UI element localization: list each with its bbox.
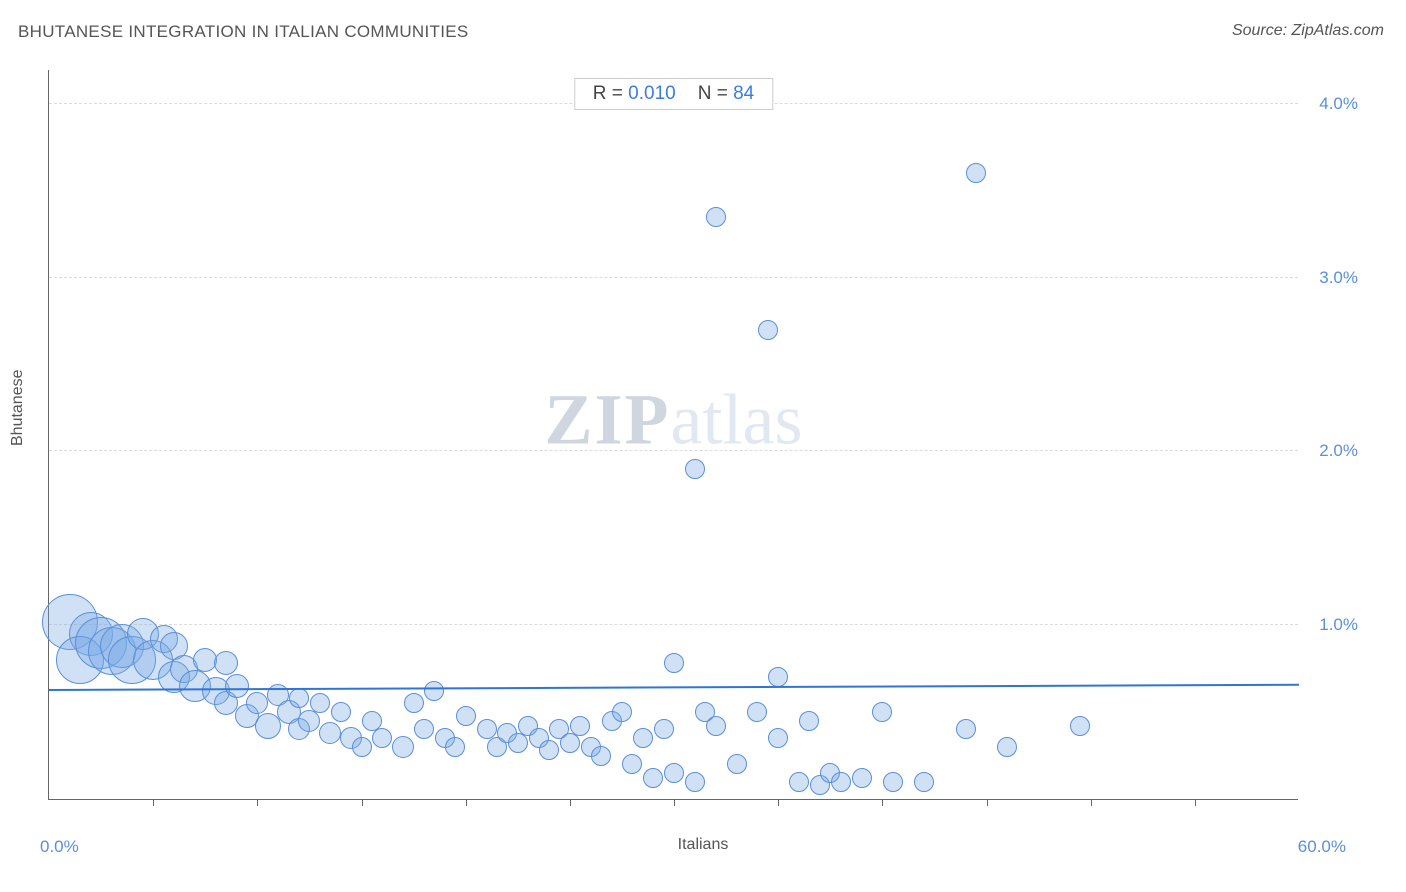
data-point (331, 702, 351, 722)
data-point (414, 719, 434, 739)
x-origin-label: 0.0% (40, 837, 79, 857)
data-point (591, 746, 611, 766)
n-value: 84 (733, 83, 754, 104)
data-point (372, 728, 392, 748)
data-point (214, 651, 238, 675)
data-point (633, 728, 653, 748)
y-tick-label: 4.0% (1319, 94, 1358, 114)
data-point (392, 736, 414, 758)
y-axis-title: Bhutanese (9, 369, 27, 446)
data-point (560, 733, 580, 753)
x-tick (674, 799, 675, 806)
chart-title: BHUTANESE INTEGRATION IN ITALIAN COMMUNI… (18, 22, 469, 42)
data-point (404, 693, 424, 713)
data-point (966, 163, 986, 183)
data-point (246, 692, 268, 714)
x-tick (1091, 799, 1092, 806)
data-point (768, 667, 788, 687)
y-tick-label: 2.0% (1319, 441, 1358, 461)
data-point (310, 693, 330, 713)
data-point (883, 772, 903, 792)
stats-box: R = 0.010 N = 84 (574, 78, 773, 110)
gridline (49, 624, 1298, 625)
data-point (289, 688, 309, 708)
watermark: ZIPatlas (545, 378, 803, 461)
data-point (758, 320, 778, 340)
data-point (872, 702, 892, 722)
data-point (747, 702, 767, 722)
data-point (685, 459, 705, 479)
x-tick (153, 799, 154, 806)
r-stat: R = 0.010 (593, 83, 676, 105)
x-tick (1195, 799, 1196, 806)
data-point (643, 768, 663, 788)
data-point (706, 207, 726, 227)
data-point (997, 737, 1017, 757)
data-point (225, 674, 249, 698)
data-point (319, 722, 341, 744)
chart-container: BHUTANESE INTEGRATION IN ITALIAN COMMUNI… (0, 0, 1406, 892)
data-point (831, 772, 851, 792)
y-tick-label: 1.0% (1319, 615, 1358, 635)
data-point (664, 763, 684, 783)
data-point (685, 772, 705, 792)
r-value: 0.010 (628, 83, 676, 104)
data-point (727, 754, 747, 774)
data-point (789, 772, 809, 792)
y-tick-label: 3.0% (1319, 268, 1358, 288)
data-point (956, 719, 976, 739)
x-tick (882, 799, 883, 806)
data-point (664, 653, 684, 673)
data-point (654, 719, 674, 739)
source-label: Source: ZipAtlas.com (1232, 22, 1384, 40)
n-stat: N = 84 (698, 83, 755, 105)
x-tick (570, 799, 571, 806)
data-point (424, 681, 444, 701)
gridline (49, 277, 1298, 278)
data-point (768, 728, 788, 748)
data-point (539, 740, 559, 760)
data-point (706, 716, 726, 736)
data-point (622, 754, 642, 774)
x-tick (778, 799, 779, 806)
data-point (1070, 716, 1090, 736)
x-tick (987, 799, 988, 806)
x-tick (257, 799, 258, 806)
data-point (914, 772, 934, 792)
gridline (49, 450, 1298, 451)
x-tick (466, 799, 467, 806)
data-point (456, 706, 476, 726)
data-point (799, 711, 819, 731)
watermark-light: atlas (671, 379, 803, 459)
x-tick (362, 799, 363, 806)
data-point (852, 768, 872, 788)
watermark-bold: ZIP (545, 379, 671, 459)
data-point (445, 737, 465, 757)
n-label: N = (698, 83, 728, 104)
data-point (352, 737, 372, 757)
data-point (570, 716, 590, 736)
data-point (612, 702, 632, 722)
plot-area: R = 0.010 N = 84 ZIPatlas 1.0%2.0%3.0%4.… (48, 70, 1298, 800)
x-axis-title: Italians (678, 836, 729, 854)
r-label: R = (593, 83, 623, 104)
data-point (508, 733, 528, 753)
x-max-label: 60.0% (1298, 837, 1346, 857)
